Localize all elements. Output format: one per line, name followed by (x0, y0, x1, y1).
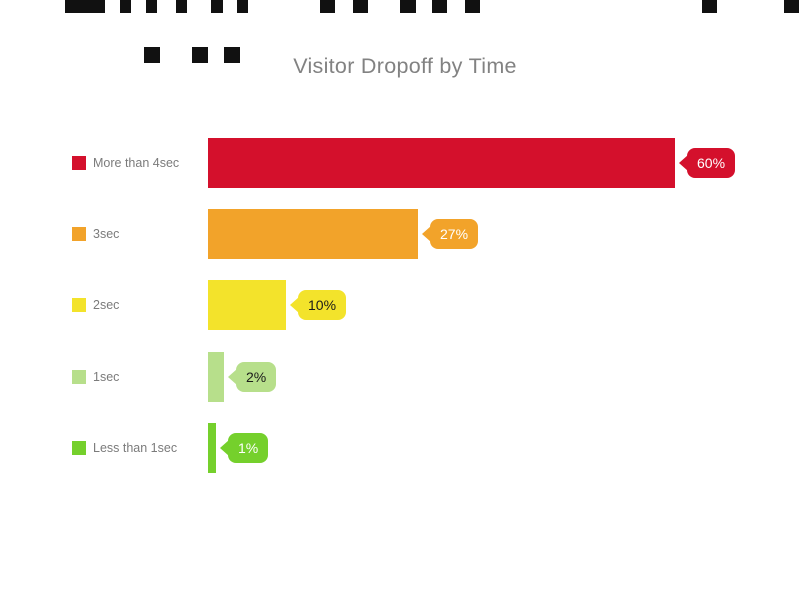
artifact-mark (224, 47, 240, 63)
artifact-mark (65, 0, 105, 13)
artifact-mark (353, 0, 368, 13)
artifact-mark (784, 0, 799, 13)
badge-tail-icon (220, 440, 229, 456)
value-badge: 27% (422, 219, 479, 249)
bar-row: 1sec 2% (0, 352, 810, 402)
legend-swatch (72, 227, 86, 241)
value-badge: 10% (290, 290, 347, 320)
artifact-mark (702, 0, 717, 13)
legend-swatch (72, 298, 86, 312)
bar (208, 209, 418, 259)
value-label: 10% (298, 290, 347, 320)
artifact-mark (432, 0, 447, 13)
badge-tail-icon (290, 297, 299, 313)
artifact-mark (144, 47, 160, 63)
legend-label: 2sec (93, 298, 120, 312)
bar (208, 280, 286, 330)
artifact-mark (400, 0, 416, 13)
value-label: 60% (687, 148, 736, 178)
legend-swatch (72, 156, 86, 170)
badge-tail-icon (422, 226, 431, 242)
artifact-mark (465, 0, 480, 13)
value-badge: 60% (679, 148, 736, 178)
bar-row: 3sec 27% (0, 209, 810, 259)
bar-row: More than 4sec 60% (0, 138, 810, 188)
artifact-mark (192, 47, 208, 63)
bar (208, 138, 675, 188)
bar (208, 423, 216, 473)
badge-tail-icon (679, 155, 688, 171)
legend-label: 3sec (93, 227, 120, 241)
value-label: 1% (228, 433, 269, 463)
bar-row: Less than 1sec 1% (0, 423, 810, 473)
value-badge: 1% (220, 433, 269, 463)
legend-label: 1sec (93, 370, 120, 384)
value-label: 27% (430, 219, 479, 249)
value-badge: 2% (228, 362, 277, 392)
legend-label: More than 4sec (93, 156, 180, 170)
artifact-mark (320, 0, 335, 13)
bar-row: 2sec 10% (0, 280, 810, 330)
legend-swatch (72, 441, 86, 455)
legend-label: Less than 1sec (93, 441, 178, 455)
chart-title: Visitor Dropoff by Time (293, 54, 517, 78)
artifact-mark (146, 0, 157, 13)
artifact-mark (237, 0, 248, 13)
artifact-mark (176, 0, 187, 13)
legend-swatch (72, 370, 86, 384)
artifact-mark (211, 0, 223, 13)
artifact-mark (120, 0, 131, 13)
badge-tail-icon (228, 369, 237, 385)
bar (208, 352, 224, 402)
value-label: 2% (236, 362, 277, 392)
